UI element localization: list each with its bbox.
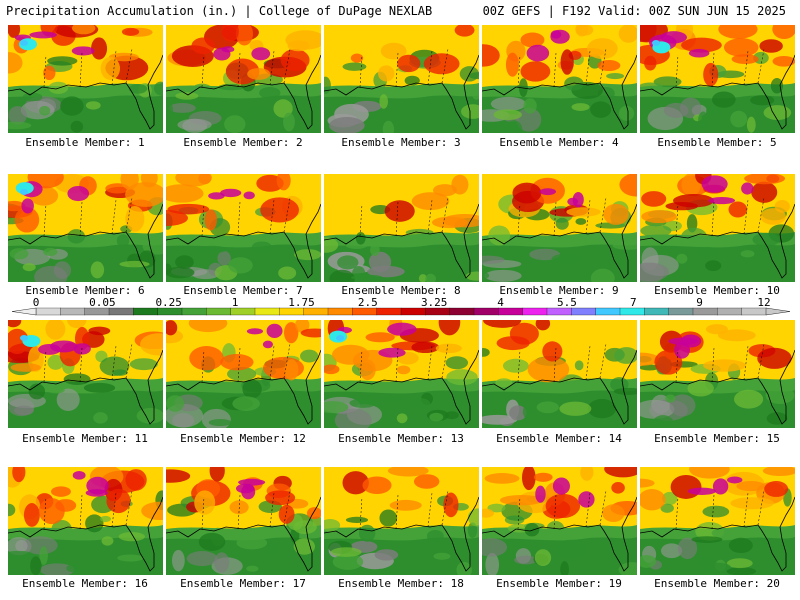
colorbar-swatch: [230, 307, 256, 316]
colorbar-swatch: [425, 307, 451, 316]
ensemble-member-label: Ensemble Member: 18: [338, 577, 464, 590]
colorbar-swatch: [473, 307, 499, 316]
colorbar-tick-label: 7: [630, 296, 637, 309]
ensemble-member-map: [482, 467, 637, 575]
ensemble-member-label: Ensemble Member: 6: [25, 284, 145, 297]
ensemble-member-map: [640, 467, 795, 575]
colorbar-tick-label: 0.25: [155, 296, 182, 309]
ensemble-member-label: Ensemble Member: 1: [25, 136, 145, 149]
colorbar-tick-label: 9: [696, 296, 703, 309]
colorbar-swatch: [254, 307, 280, 316]
ensemble-member-label: Ensemble Member: 9: [499, 284, 619, 297]
ensemble-member-label: Ensemble Member: 17: [180, 577, 306, 590]
colorbar-swatch: [498, 307, 524, 316]
ensemble-member-map: [640, 320, 795, 428]
ensemble-member-map: [8, 320, 163, 428]
ensemble-member-map: [8, 174, 163, 282]
colorbar-swatch: [644, 307, 670, 316]
colorbar-swatch: [352, 307, 378, 316]
ensemble-member-map: [482, 174, 637, 282]
ensemble-member-map: [166, 320, 321, 428]
ensemble-member-label: Ensemble Member: 8: [341, 284, 461, 297]
ensemble-member-label: Ensemble Member: 5: [657, 136, 777, 149]
ensemble-member-label: Ensemble Member: 3: [341, 136, 461, 149]
ensemble-member-label: Ensemble Member: 15: [654, 432, 780, 445]
colorbar-swatch: [400, 307, 426, 316]
ensemble-member-map: [324, 467, 479, 575]
map-title: Precipitation Accumulation (in.) | Colle…: [6, 4, 433, 18]
colorbar-swatch: [84, 307, 110, 316]
colorbar-swatch: [181, 307, 207, 316]
precipitation-colorbar: 0 0.05 0.25 1 1.75 2.5 3.25 4 5.5 7 9 12: [11, 296, 791, 316]
ensemble-member-map: [324, 25, 479, 133]
colorbar-tick-label: 1.75: [288, 296, 315, 309]
ensemble-member-label: Ensemble Member: 13: [338, 432, 464, 445]
colorbar-tick-label: 12: [757, 296, 770, 309]
colorbar-max-arrow: [765, 307, 791, 316]
ensemble-member-map: [166, 174, 321, 282]
ensemble-member-label: Ensemble Member: 19: [496, 577, 622, 590]
colorbar-swatch: [595, 307, 621, 316]
ensemble-member-map: [640, 174, 795, 282]
colorbar-swatch: [206, 307, 232, 316]
ensemble-member-label: Ensemble Member: 12: [180, 432, 306, 445]
colorbar-tick-label: 5.5: [557, 296, 577, 309]
ensemble-member-label: Ensemble Member: 16: [22, 577, 148, 590]
ensemble-member-map: [640, 25, 795, 133]
colorbar-tick-label: 4: [497, 296, 504, 309]
ensemble-member-map: [8, 467, 163, 575]
colorbar-tick-label: 1: [232, 296, 239, 309]
ensemble-member-map: [8, 25, 163, 133]
colorbar-swatch: [619, 307, 645, 316]
colorbar-swatch: [279, 307, 305, 316]
colorbar-swatch: [546, 307, 572, 316]
run-valid-time: 00Z GEFS | F192 Valid: 00Z SUN JUN 15 20…: [482, 4, 786, 18]
colorbar-swatch: [35, 307, 61, 316]
colorbar-swatch: [376, 307, 402, 316]
colorbar-swatch: [60, 307, 86, 316]
ensemble-member-map: [166, 25, 321, 133]
colorbar-swatch: [449, 307, 475, 316]
ensemble-member-label: Ensemble Member: 7: [183, 284, 303, 297]
ensemble-member-label: Ensemble Member: 14: [496, 432, 622, 445]
colorbar-swatch: [133, 307, 159, 316]
ensemble-member-label: Ensemble Member: 11: [22, 432, 148, 445]
colorbar-tick-label: 2.5: [358, 296, 378, 309]
colorbar-swatch: [717, 307, 743, 316]
colorbar-swatch: [157, 307, 183, 316]
colorbar-tick-label: 0.05: [89, 296, 116, 309]
colorbar-swatch: [522, 307, 548, 316]
colorbar-min-arrow: [11, 307, 37, 316]
ensemble-member-map: [166, 467, 321, 575]
colorbar-swatch: [108, 307, 134, 316]
ensemble-member-label: Ensemble Member: 2: [183, 136, 303, 149]
ensemble-member-map: [324, 320, 479, 428]
ensemble-member-label: Ensemble Member: 20: [654, 577, 780, 590]
colorbar-swatch: [692, 307, 718, 316]
ensemble-member-label: Ensemble Member: 10: [654, 284, 780, 297]
colorbar-swatch: [303, 307, 329, 316]
colorbar-tick-label: 0: [33, 296, 40, 309]
colorbar-swatch: [668, 307, 694, 316]
ensemble-member-label: Ensemble Member: 4: [499, 136, 619, 149]
ensemble-member-map: [482, 320, 637, 428]
colorbar-swatch: [327, 307, 353, 316]
colorbar-tick-label: 3.25: [421, 296, 448, 309]
colorbar-swatch: [741, 307, 767, 316]
ensemble-member-map: [324, 174, 479, 282]
ensemble-member-map: [482, 25, 637, 133]
colorbar-swatch: [571, 307, 597, 316]
